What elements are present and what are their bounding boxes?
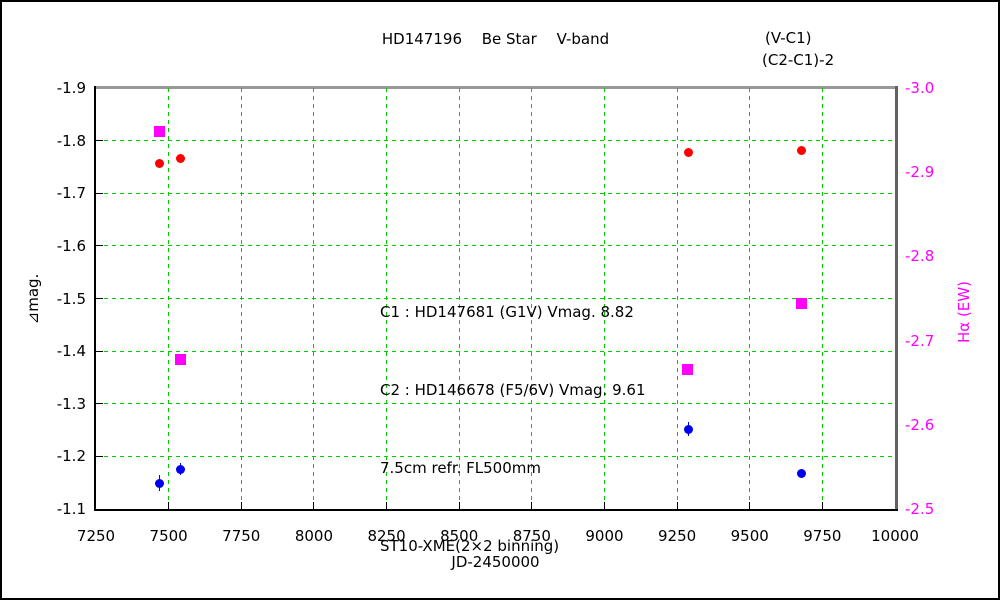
horizontal-gridline	[96, 140, 895, 142]
plot-spine-top	[94, 86, 898, 89]
x-axis-tick	[531, 502, 533, 509]
annotation-line: ST10-XME(2×2 binning)	[380, 537, 560, 555]
x-tick-label: 9750	[803, 527, 842, 545]
x-axis-tick	[240, 502, 242, 509]
horizontal-gridline	[96, 350, 895, 352]
v-c1-point	[796, 146, 806, 156]
halpha-ew-point	[681, 363, 693, 375]
y-right-tick-label: -2.6	[905, 415, 935, 434]
c2-c1-point	[683, 424, 693, 434]
legend-label-c2-c1: (C2-C1)-2	[762, 51, 835, 69]
y-axis-tick	[96, 403, 103, 405]
x-tick-label: 8000	[294, 527, 333, 545]
v-c1-point	[175, 154, 185, 164]
x-axis-tick	[458, 502, 460, 509]
x-axis-tick	[749, 502, 751, 509]
x-tick-label: 9500	[730, 527, 769, 545]
y-right-tick-label: -2.9	[905, 163, 935, 182]
plot-spine-bottom	[94, 509, 898, 511]
horizontal-gridline	[96, 192, 895, 194]
legend-label-v-c1: (V-C1)	[765, 29, 812, 47]
chart-title: HD147196 Be Star V-band	[381, 30, 610, 48]
y-axis-tick	[96, 192, 103, 194]
annotation-line: 7.5cm refr. FL500mm	[380, 459, 541, 477]
x-axis-tick	[168, 502, 170, 509]
x-axis-tick	[386, 502, 388, 509]
y-axis-title-left: ⊿mag.	[24, 273, 42, 325]
x-axis-tick	[676, 502, 678, 509]
annotation-line: C1 : HD147681 (G1V) Vmag. 8.82	[380, 303, 634, 321]
y-left-tick-label: -1.1	[56, 500, 86, 518]
y-left-tick-label: -1.2	[56, 447, 86, 466]
x-tick-label: 8750	[512, 527, 551, 545]
x-tick-label: 8250	[367, 527, 406, 545]
x-tick-label: 7250	[76, 527, 116, 545]
y-axis-tick	[96, 298, 103, 299]
y-left-tick-label: -1.9	[56, 79, 86, 97]
horizontal-gridline	[96, 298, 895, 299]
x-axis-tick	[603, 502, 605, 509]
c2-c1-point	[155, 478, 165, 488]
x-tick-label: 9000	[585, 527, 624, 545]
y-right-tick-label: -3.0	[905, 79, 935, 97]
x-tick-label: 9250	[657, 527, 697, 545]
y-left-tick-label: -1.8	[56, 131, 86, 150]
horizontal-gridline	[96, 245, 895, 247]
y-axis-tick	[96, 245, 103, 247]
halpha-ew-point	[154, 126, 166, 138]
y-left-tick-label: -1.6	[56, 236, 86, 255]
x-tick-label: 7500	[149, 527, 188, 545]
x-axis-tick	[313, 502, 315, 509]
y-left-tick-label: -1.3	[56, 394, 86, 413]
x-tick-label: 10000	[871, 527, 919, 545]
c2-c1-point	[175, 464, 185, 474]
v-c1-point	[155, 158, 165, 168]
y-axis-title-right: Hα (EW)	[955, 281, 973, 343]
plot-spine-right	[895, 86, 898, 511]
horizontal-gridline	[96, 455, 895, 457]
plot-spine-left	[94, 86, 96, 511]
v-c1-point	[683, 148, 693, 158]
x-tick-label: 7750	[222, 527, 261, 545]
y-axis-tick	[96, 350, 103, 352]
x-axis-tick	[821, 502, 823, 509]
y-axis-tick	[96, 455, 103, 457]
horizontal-gridline	[96, 403, 895, 405]
y-left-tick-label: -1.4	[56, 342, 86, 361]
annotation-block: C1 : HD147681 (G1V) Vmag. 8.82 C2 : HD14…	[380, 247, 646, 598]
y-right-tick-label: -2.8	[905, 247, 935, 266]
y-right-tick-label: -2.7	[905, 331, 935, 350]
y-axis-tick	[96, 140, 103, 142]
c2-c1-point	[796, 468, 806, 478]
halpha-ew-point	[175, 353, 187, 365]
x-axis-title: JD-2450000	[451, 553, 540, 571]
halpha-ew-point	[795, 298, 807, 310]
y-left-tick-label: -1.7	[56, 184, 86, 203]
x-tick-label: 8500	[440, 527, 479, 545]
annotation-line: C2 : HD146678 (F5/6V) Vmag. 9.61	[380, 381, 646, 399]
y-left-tick-label: -1.5	[56, 289, 86, 308]
y-right-tick-label: -2.5	[905, 500, 935, 518]
